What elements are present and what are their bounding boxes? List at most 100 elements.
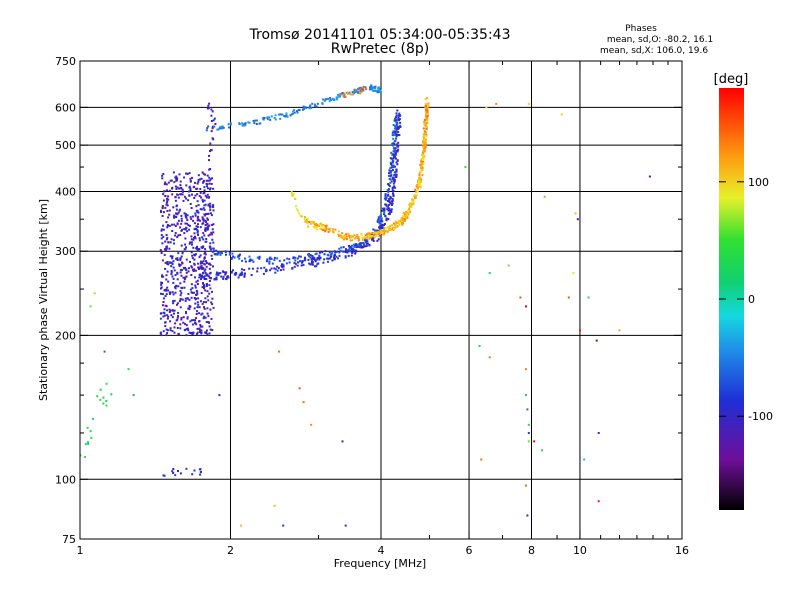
echo-point bbox=[212, 209, 215, 212]
echo-point bbox=[191, 193, 193, 196]
echo-point bbox=[266, 118, 269, 121]
echo-point bbox=[193, 291, 195, 294]
echo-point bbox=[172, 266, 175, 269]
echo-point bbox=[369, 86, 372, 89]
echo-point bbox=[169, 292, 172, 295]
echo-point bbox=[189, 320, 192, 323]
echo-point bbox=[305, 218, 308, 221]
echo-point bbox=[204, 224, 207, 227]
echo-point bbox=[422, 135, 425, 138]
echo-point bbox=[390, 204, 393, 206]
echo-point bbox=[316, 224, 319, 227]
echo-point bbox=[378, 222, 381, 225]
echo-point bbox=[180, 186, 183, 189]
echo-point bbox=[375, 90, 378, 92]
echo-point bbox=[314, 253, 317, 256]
echo-point bbox=[166, 200, 169, 203]
echo-point bbox=[212, 119, 215, 122]
echo-point bbox=[322, 229, 325, 232]
echo-point bbox=[212, 241, 215, 244]
x-tick-label: 8 bbox=[528, 544, 535, 557]
echo-point bbox=[192, 238, 195, 241]
echo-point bbox=[206, 290, 209, 293]
echo-point bbox=[422, 151, 425, 154]
noise-point bbox=[488, 272, 491, 275]
echo-point bbox=[341, 232, 344, 235]
echo-point bbox=[164, 325, 167, 328]
echo-point bbox=[416, 187, 419, 189]
echo-point bbox=[387, 189, 390, 192]
echo-point bbox=[390, 166, 393, 169]
colorbar-tick-label: -100 bbox=[748, 410, 773, 423]
echo-point bbox=[198, 274, 201, 276]
x-tick-label: 1 bbox=[77, 544, 84, 557]
echo-point bbox=[279, 113, 282, 116]
echo-point bbox=[175, 179, 178, 182]
echo-point bbox=[185, 197, 188, 200]
echo-point bbox=[360, 233, 363, 236]
echo-point bbox=[213, 278, 216, 281]
echo-point bbox=[328, 257, 331, 260]
echo-point bbox=[203, 191, 206, 194]
echo-point bbox=[193, 232, 196, 235]
echo-point bbox=[376, 231, 379, 234]
echo-point bbox=[314, 227, 317, 230]
echo-point bbox=[307, 258, 310, 261]
echo-point bbox=[205, 261, 208, 264]
echo-point bbox=[202, 207, 205, 210]
echo-point bbox=[185, 334, 188, 337]
echo-point bbox=[341, 92, 344, 94]
echo-point bbox=[315, 105, 318, 108]
echo-point bbox=[385, 230, 388, 233]
echo-point bbox=[205, 265, 208, 268]
echo-point bbox=[357, 236, 360, 239]
echo-point bbox=[423, 150, 426, 152]
echo-point bbox=[198, 237, 201, 240]
echo-point bbox=[209, 247, 212, 250]
echo-point bbox=[358, 87, 361, 90]
echo-point bbox=[176, 327, 179, 329]
echo-point bbox=[172, 239, 175, 242]
echo-point bbox=[185, 226, 188, 229]
echo-point bbox=[395, 157, 397, 160]
noise-point bbox=[574, 212, 577, 215]
echo-point bbox=[194, 276, 196, 279]
echo-point bbox=[387, 212, 390, 215]
echo-point bbox=[190, 274, 193, 276]
axis-ticks: 1 2 4 6 8 10 16 75 100 200 300 400 500 600 750 bbox=[55, 55, 689, 557]
echo-point bbox=[369, 236, 372, 239]
echo-point bbox=[392, 194, 395, 197]
echo-point bbox=[269, 269, 272, 272]
echo-point bbox=[396, 163, 399, 166]
echo-point bbox=[165, 289, 168, 292]
echo-point bbox=[204, 219, 207, 222]
echo-point bbox=[167, 216, 170, 219]
echo-point bbox=[203, 315, 206, 318]
echo-point bbox=[294, 197, 297, 200]
echo-point bbox=[200, 246, 203, 249]
noise-point bbox=[597, 432, 600, 434]
echo-point bbox=[221, 127, 224, 130]
echo-point bbox=[198, 276, 201, 279]
echo-point bbox=[196, 283, 199, 285]
echo-point bbox=[209, 246, 212, 249]
echo-point bbox=[203, 208, 206, 211]
echo-point bbox=[286, 115, 289, 118]
echo-point bbox=[426, 109, 429, 112]
echo-point bbox=[422, 157, 425, 160]
echo-point bbox=[187, 199, 190, 202]
echo-point bbox=[244, 122, 247, 125]
echo-point bbox=[202, 219, 205, 222]
echo-point bbox=[183, 212, 186, 215]
echo-point bbox=[165, 278, 168, 281]
phase-header: Phases bbox=[625, 24, 657, 34]
colorbar-tick-label: 0 bbox=[748, 293, 755, 306]
echo-point bbox=[177, 219, 180, 222]
echo-point bbox=[418, 180, 420, 183]
echo-point bbox=[268, 262, 271, 265]
noise-point bbox=[527, 440, 530, 443]
echo-point bbox=[160, 292, 162, 295]
echo-point bbox=[338, 254, 341, 257]
echo-point bbox=[397, 116, 400, 119]
echo-point bbox=[410, 205, 413, 208]
